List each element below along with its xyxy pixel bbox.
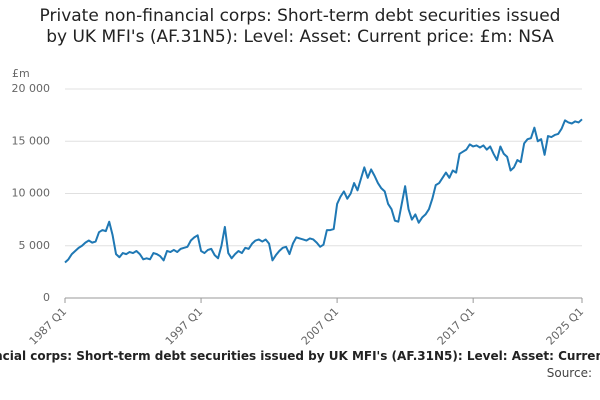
x-tick-label: 1987 Q1	[27, 305, 70, 348]
y-tick-label: 20 000	[12, 82, 51, 95]
x-tick-label: 1997 Q1	[163, 305, 206, 348]
y-tick-label: 15 000	[12, 134, 51, 147]
x-tick-label: 2007 Q1	[299, 305, 342, 348]
y-tick-label: 0	[43, 291, 50, 304]
caption: Private non-financial corps: Short-term …	[0, 349, 600, 363]
chart-title: Private non-financial corps: Short-term …	[39, 6, 561, 47]
x-tick-label: 2025 Q1	[544, 305, 587, 348]
x-tick-label: 2017 Q1	[435, 305, 478, 348]
line-series	[64, 118, 583, 264]
caption-text: Private non-financial corps: Short-term …	[0, 349, 600, 363]
y-tick-label: 5 000	[19, 239, 51, 252]
y-unit: £m	[12, 67, 30, 80]
source: Source:	[546, 366, 592, 380]
y-tick-label: 10 000	[12, 187, 51, 200]
